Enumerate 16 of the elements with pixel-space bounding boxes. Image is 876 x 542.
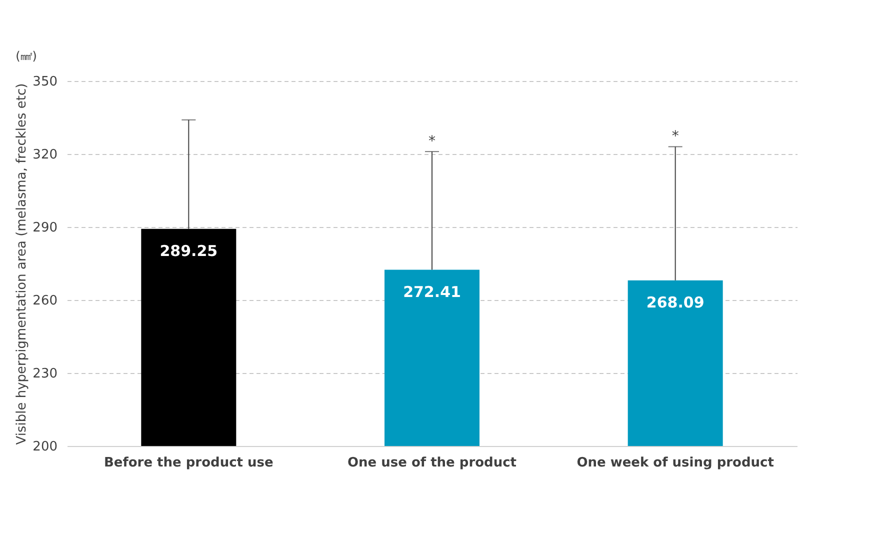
- data-label: 268.09: [646, 293, 704, 312]
- y-axis-title: Visible hyperpigmentation area (melasma, freckles etc): [14, 83, 30, 445]
- x-tick-label: One week of using product: [576, 456, 774, 470]
- x-tick-label: Before the product use: [104, 456, 274, 470]
- data-label: 272.41: [403, 282, 461, 301]
- text: (㎟): [16, 49, 37, 63]
- y-tick-label: 260: [32, 294, 58, 308]
- y-tick-label: 320: [32, 148, 58, 162]
- y-tick-label: 200: [32, 440, 58, 454]
- y-tick-label: 290: [32, 220, 58, 236]
- annotation: *: [428, 134, 436, 150]
- y-tick-label: 230: [32, 366, 58, 382]
- data-label: 289.25: [160, 242, 218, 260]
- annotation: *: [672, 128, 679, 145]
- x-tick-label: One use of the product: [347, 456, 517, 470]
- y-tick-label: 350: [32, 74, 58, 90]
